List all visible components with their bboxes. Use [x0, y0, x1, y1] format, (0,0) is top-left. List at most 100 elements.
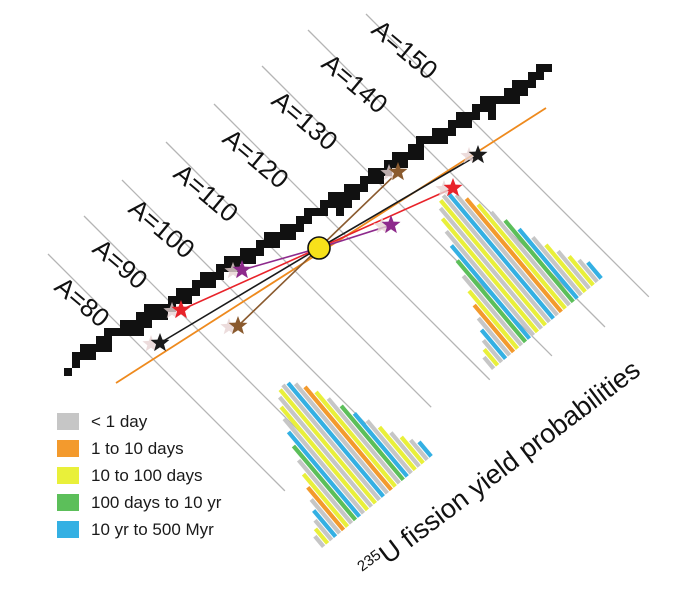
yield-bar — [531, 236, 583, 297]
legend-label: 100 days to 10 yr — [91, 492, 222, 512]
yield-histogram — [277, 381, 433, 548]
nuclide-cell — [256, 240, 264, 248]
nuclide-cell — [96, 336, 104, 344]
nuclide-cell — [200, 272, 208, 280]
yield-bar — [377, 425, 417, 472]
nuclide-cell — [104, 344, 112, 352]
nuclide-cell — [120, 328, 128, 336]
nuclide-cell — [448, 120, 456, 128]
fragment-star — [388, 162, 408, 181]
yield-bar — [365, 419, 413, 475]
yield-bar — [446, 192, 555, 320]
fragment-line — [180, 247, 320, 311]
legend-swatch — [57, 467, 79, 484]
legend-item: 100 days to 10 yr — [57, 489, 297, 516]
nuclide-cell — [504, 88, 512, 96]
nuclide-cell — [152, 304, 160, 312]
nuclide-cell — [328, 192, 336, 200]
mass-line-label: A=100 — [123, 193, 200, 265]
nuclide-cell — [536, 64, 544, 72]
yield-bar — [479, 328, 508, 360]
yield-bar — [449, 244, 532, 340]
nuclide-cell — [528, 80, 536, 88]
nuclide-cell — [304, 208, 312, 216]
fragment-stars — [142, 145, 488, 352]
nuclide-cell — [144, 304, 152, 312]
yield-bar — [567, 255, 595, 287]
nuclide-cell — [248, 256, 256, 264]
yield-bar — [277, 395, 374, 508]
nuclide-cell — [216, 264, 224, 272]
nuclide-cell — [280, 232, 288, 240]
nuclide-cell — [280, 224, 288, 232]
nuclide-cell — [456, 112, 464, 120]
legend-swatch — [57, 521, 79, 538]
fragment-star — [232, 260, 252, 279]
nuclide-cell — [336, 208, 344, 216]
fragment-line — [318, 154, 479, 249]
nuclide-cell — [312, 208, 320, 216]
nuclide-cell — [136, 320, 144, 328]
nuclide-cell — [256, 248, 264, 256]
nuclide-cell — [264, 232, 272, 240]
nuclide-cell — [72, 352, 80, 360]
mass-line — [47, 253, 286, 492]
nuclide-cell — [512, 80, 520, 88]
nuclide-cell — [352, 192, 360, 200]
nuclide-cell — [456, 120, 464, 128]
nuclide-cell — [432, 128, 440, 136]
fragment-line — [159, 247, 320, 344]
nuclide-cell — [432, 136, 440, 144]
yield-bar — [314, 390, 397, 488]
legend-label: < 1 day — [91, 411, 148, 431]
mass-line-label: A=110 — [168, 158, 244, 229]
nuclide-cell — [160, 312, 168, 320]
nuclide-cell — [328, 200, 336, 208]
yield-bar — [399, 435, 425, 465]
nuclide-cell — [184, 296, 192, 304]
fragment-star — [443, 178, 463, 197]
yield-bar — [417, 440, 433, 458]
nuclide-cell — [224, 256, 232, 264]
fragment-star — [468, 145, 488, 164]
nuclide-cell — [320, 208, 328, 216]
nuclide-cell — [368, 176, 376, 184]
nuclide-cell — [472, 112, 480, 120]
legend-label: 10 to 100 days — [91, 465, 203, 485]
fragment-line — [241, 247, 320, 271]
yield-bar — [476, 203, 567, 310]
fragment-star-ghost — [435, 180, 453, 197]
nuclide-cell — [384, 160, 392, 168]
yield-bar — [409, 438, 429, 462]
legend-item: 10 yr to 500 Myr — [57, 516, 297, 543]
nuclide-cell — [480, 104, 488, 112]
nuclide-cell — [192, 280, 200, 288]
nuclide-cell — [104, 328, 112, 336]
nuclide-cell — [480, 96, 488, 104]
yield-bar — [464, 197, 563, 314]
mass-line-label: A=130 — [266, 85, 343, 157]
nuclide-cell — [88, 352, 96, 360]
yield-histogram — [438, 192, 603, 370]
nuclide-cell — [352, 184, 360, 192]
nuclide-cell — [80, 352, 88, 360]
fragment-line — [318, 187, 454, 249]
nuclide-cell — [288, 232, 296, 240]
yield-bar — [438, 206, 544, 330]
yield-bar — [481, 338, 504, 364]
yield-bar — [467, 289, 520, 350]
yield-bar — [281, 383, 381, 502]
fragment-star-ghost — [220, 318, 238, 335]
legend-label: 10 yr to 500 Myr — [91, 519, 214, 539]
nuclide-cell — [464, 120, 472, 128]
mass-line-label: A=140 — [316, 48, 393, 120]
nuclide-cell — [296, 216, 304, 224]
nuclide-cell — [360, 184, 368, 192]
nuclide-cell — [440, 128, 448, 136]
nuclide-cell — [416, 144, 424, 152]
nuclide-cell — [536, 72, 544, 80]
yield-bar — [472, 303, 516, 354]
fragment-line — [318, 171, 399, 249]
yield-bar — [454, 193, 559, 317]
yield-bar — [293, 382, 389, 495]
